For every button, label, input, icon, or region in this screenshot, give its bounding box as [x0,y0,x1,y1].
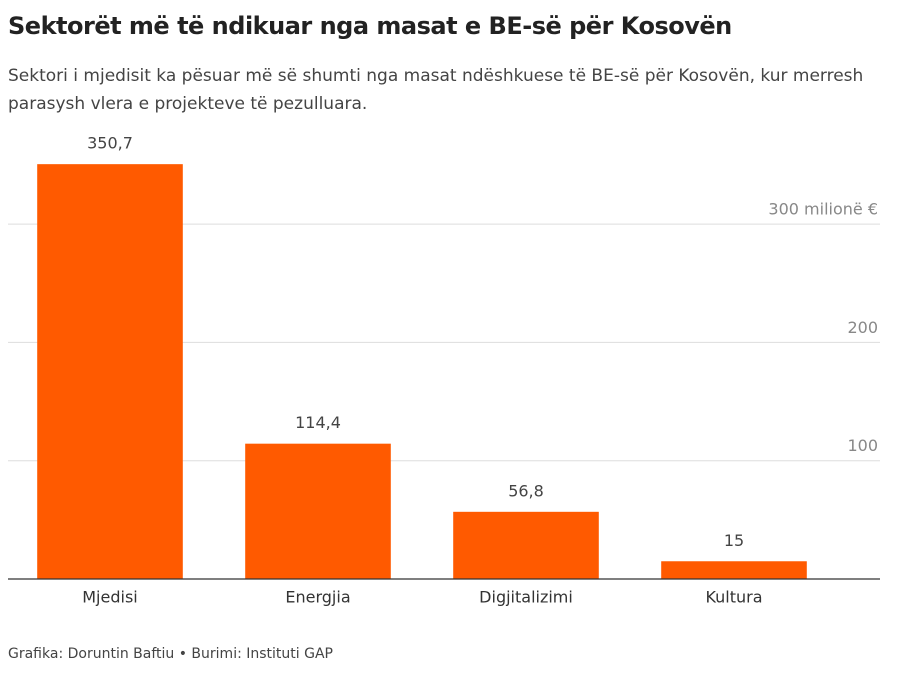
x-tick-label: Kultura [705,588,762,607]
value-label: 56,8 [508,481,544,500]
value-label: 350,7 [87,134,133,153]
value-label: 15 [724,531,744,550]
chart-subtitle: Sektori i mjedisit ka pësuar më së shumt… [8,66,864,114]
y-tick-label: 200 [847,318,878,337]
chart: 100 200 300 milionë € 350,7 Mjedisi 114,4 Ener… [8,134,880,607]
value-label: 114,4 [295,413,341,432]
x-tick-label: Energjia [285,588,350,607]
y-tick-label: 300 milionë € [768,200,878,219]
caption: Grafika: Doruntin Baftiu • Burimi: Insti… [8,646,333,662]
x-tick-label: Digjitalizimi [479,588,573,607]
bar [245,443,391,579]
x-tick-label: Mjedisi [82,588,137,607]
chart-title: Sektorët më të ndikuar nga masat e BE-së… [8,12,732,40]
bar [37,164,183,579]
y-tick-label: 100 [847,436,878,455]
bar [661,561,807,579]
bar [453,511,599,579]
